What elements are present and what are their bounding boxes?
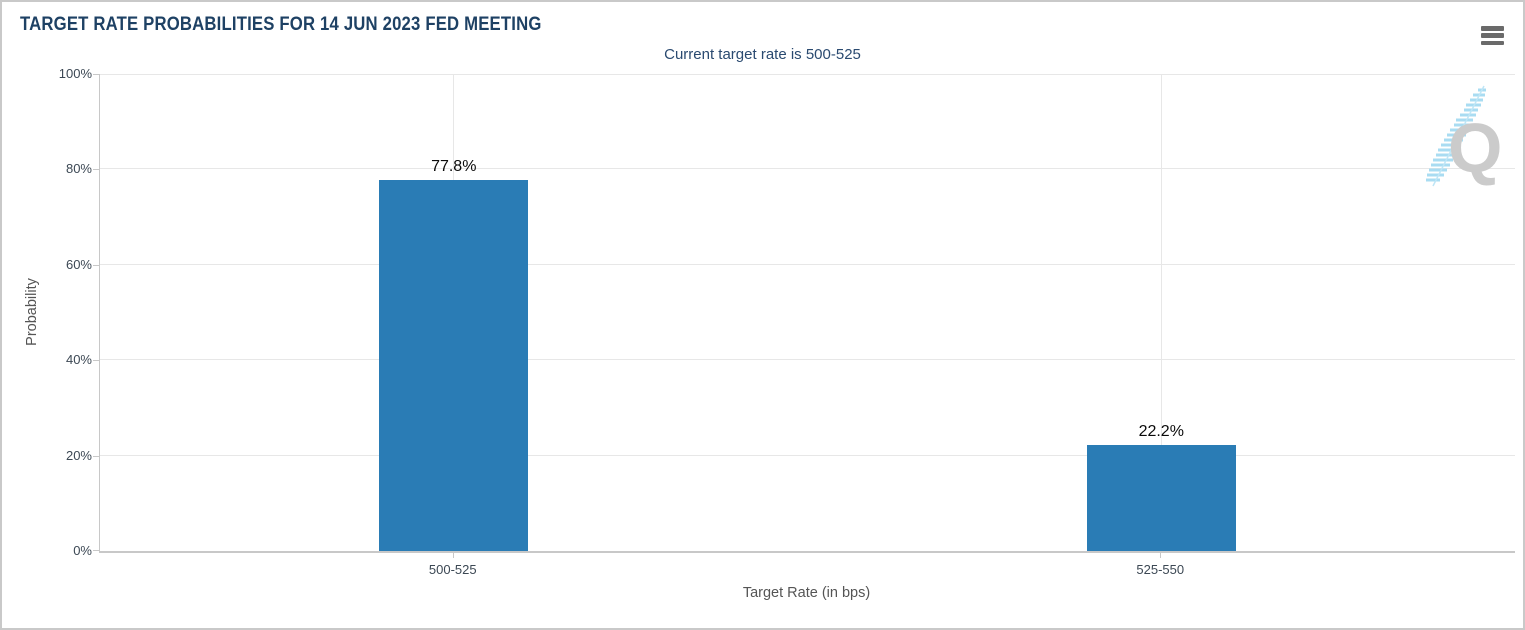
y-tick-mark [93,74,99,75]
plot-area: 77.8% 22.2% [99,74,1515,553]
y-tick-mark [93,550,99,551]
y-axis-title: Probability [24,278,40,346]
x-tick-mark [452,551,454,558]
y-tick-label: 60% [65,256,92,272]
chart-subtitle: Current target rate is 500-525 [664,46,861,63]
bar-value-label: 22.2% [1138,423,1184,441]
bar-value-label: 77.8% [431,157,477,175]
x-tick-label: 500-525 [428,562,477,577]
y-tick-label: 40% [65,352,92,368]
bar-525-550[interactable] [1086,445,1236,551]
y-tick-mark [93,169,99,171]
y-tick-label: 100% [58,66,92,81]
y-tick-mark [93,264,99,266]
x-axis-title: Target Rate (in bps) [742,585,871,601]
grid-line-horizontal [100,263,1515,265]
bar-500-525[interactable] [379,179,529,551]
grid-line-vertical [1160,74,1162,551]
y-tick-mark [93,455,99,457]
chart-title: TARGET RATE PROBABILITIES FOR 14 JUN 202… [20,14,542,35]
hamburger-menu-icon [1481,40,1504,45]
hamburger-menu-icon [1481,26,1504,31]
y-tick-mark [93,360,99,362]
x-tick-label: 525-550 [1136,562,1185,577]
chart-menu-button[interactable] [1481,26,1504,45]
hamburger-menu-icon [1481,33,1504,38]
grid-line-horizontal [100,454,1515,456]
grid-line-horizontal [100,168,1515,170]
grid-line-horizontal [100,74,1515,75]
grid-line-horizontal [100,359,1515,361]
y-tick-label: 20% [65,447,92,463]
y-tick-label: 0% [73,543,92,558]
x-tick-mark [1160,551,1162,558]
y-tick-label: 80% [65,161,92,177]
